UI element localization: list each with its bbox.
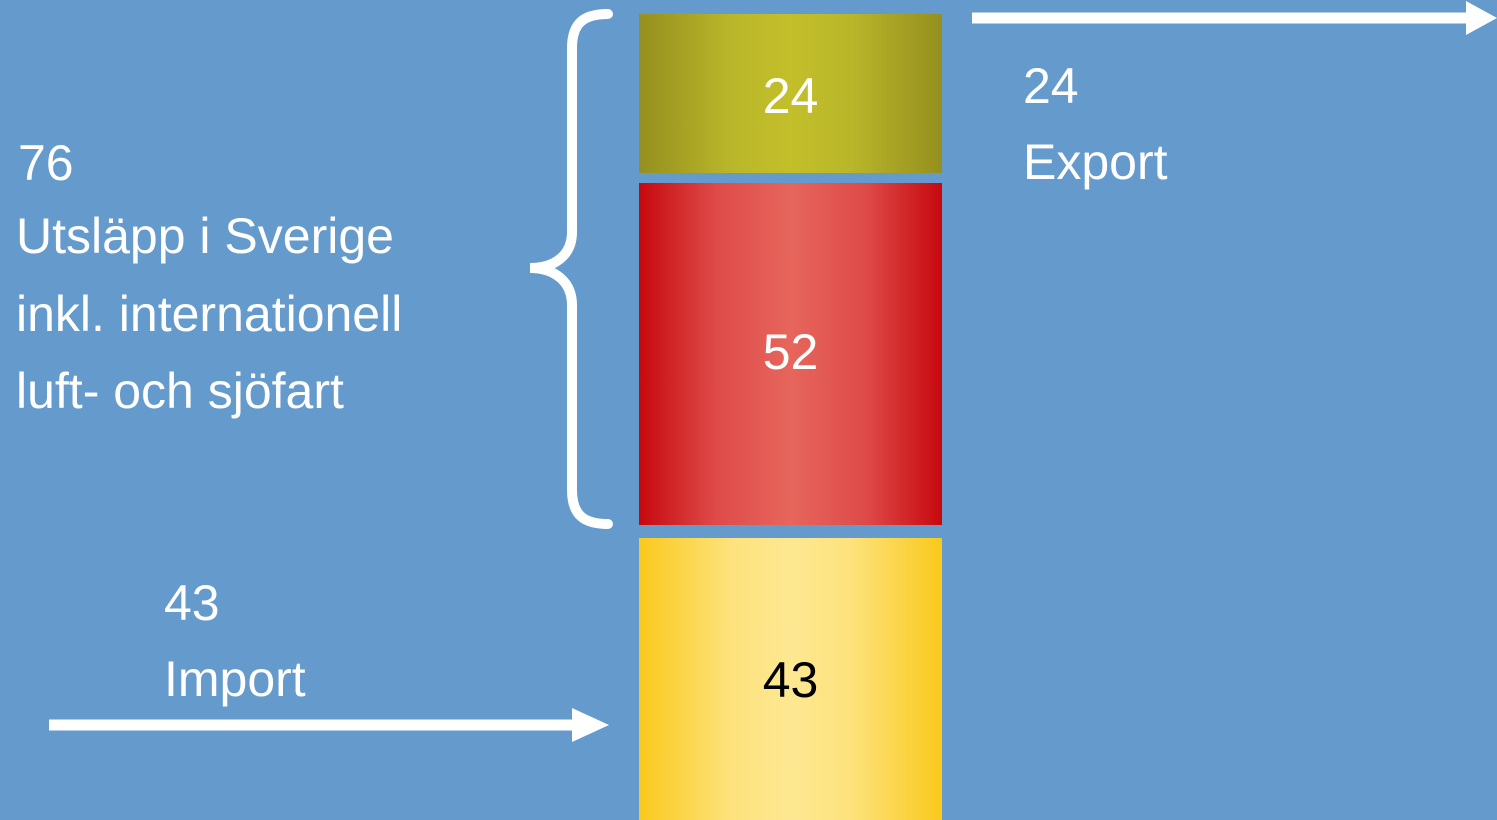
total-text-line-2: inkl. internationell [16, 286, 403, 342]
domestic-segment-value: 52 [762, 324, 819, 380]
import-value-label: 43 [164, 575, 220, 631]
export-arrow [972, 1, 1497, 35]
export-value-label: 24 [1023, 58, 1079, 114]
import-segment-value: 43 [762, 652, 819, 708]
export-text-label: Export [1023, 134, 1168, 190]
curly-brace [529, 9, 613, 529]
export-segment-value: 24 [762, 68, 819, 124]
total-text-line-3: luft- och sjöfart [16, 363, 344, 419]
total-text-line-1: Utsläpp i Sverige [16, 208, 394, 264]
import-arrow [49, 708, 609, 742]
export-segment: 24 [639, 14, 942, 173]
export-arrow-head [1466, 1, 1497, 35]
import-arrow-head [572, 708, 609, 742]
import-text-label: Import [164, 651, 306, 707]
import-segment: 43 [639, 538, 942, 820]
domestic-segment: 52 [639, 183, 942, 525]
total-value-label: 76 [18, 135, 74, 191]
